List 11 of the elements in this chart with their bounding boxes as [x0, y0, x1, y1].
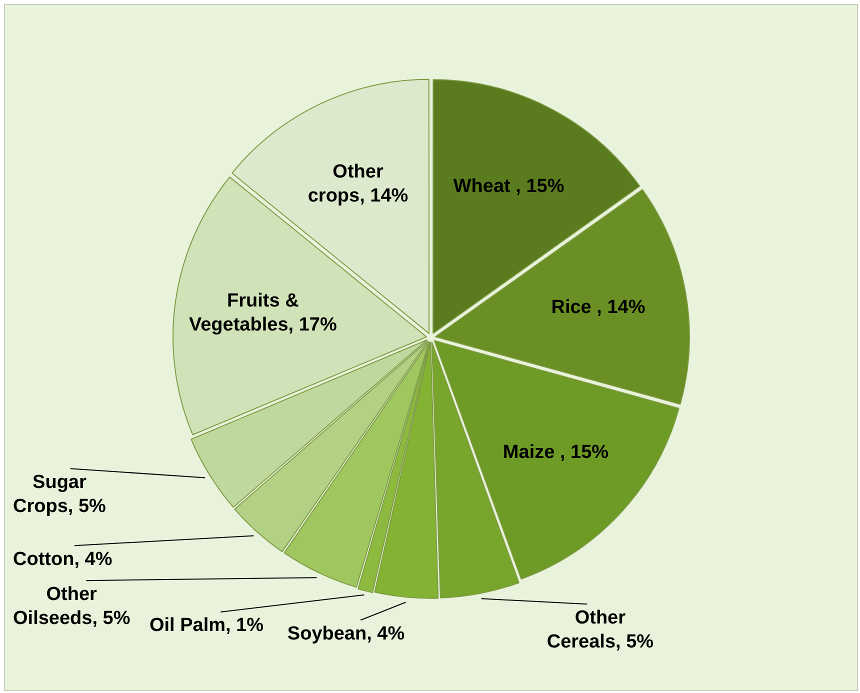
slice-label: Sugar Crops, 5%: [12, 472, 106, 517]
slice-label: Cotton, 4%: [12, 548, 112, 570]
slice-label: Maize , 15%: [502, 442, 609, 463]
slice-label: Other Oilseeds, 5%: [12, 584, 130, 629]
slice-label: Other crops, 14%: [308, 161, 408, 206]
slice-label: Other Cereals, 5%: [546, 607, 654, 652]
slice-label: Oil Palm, 1%: [149, 615, 264, 636]
slice-label: Rice , 14%: [551, 297, 646, 318]
slice-label: Wheat , 15%: [453, 176, 564, 197]
slice-label: Fruits & Vegetables, 17%: [188, 290, 337, 336]
slice-label: Soybean, 4%: [287, 623, 405, 644]
